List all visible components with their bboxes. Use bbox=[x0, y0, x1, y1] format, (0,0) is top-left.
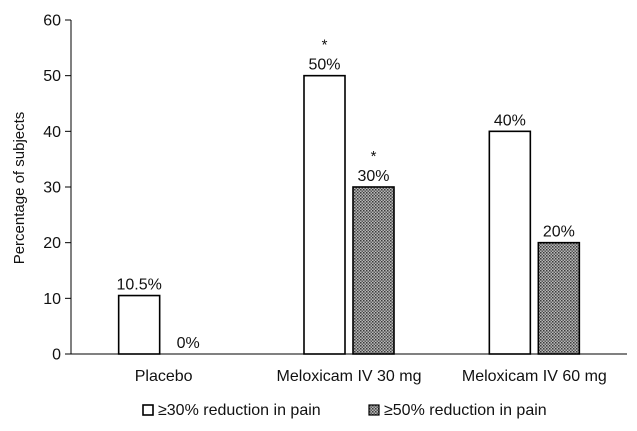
data-label-1-3: 40% bbox=[494, 112, 526, 129]
legend-label-series-2: ≥50% reduction in pain bbox=[384, 402, 547, 419]
category-label-3: Meloxicam IV 60 mg bbox=[462, 368, 607, 385]
bars bbox=[117, 74, 581, 355]
data-label-2-3: 20% bbox=[543, 224, 575, 241]
bar-1-1 bbox=[117, 294, 161, 355]
bar-1-3 bbox=[488, 130, 532, 355]
y-axis-title: Percentage of subjects bbox=[11, 112, 28, 265]
category-labels: Placebo Meloxicam IV 30 mg Meloxicam IV 60… bbox=[135, 368, 607, 385]
significance-marker-2-2: * bbox=[371, 148, 377, 165]
y-axis: 0 10 20 30 40 50 60 bbox=[43, 13, 71, 364]
y-tick-label-4: 40 bbox=[43, 124, 61, 141]
data-label-2-2: 30% bbox=[357, 168, 389, 185]
category-label-2: Meloxicam IV 30 mg bbox=[277, 368, 422, 385]
y-tick-label-5: 50 bbox=[43, 68, 61, 85]
bar-2-2 bbox=[352, 186, 395, 355]
y-tick-label-2: 20 bbox=[43, 235, 61, 252]
legend-swatch-series-2 bbox=[368, 404, 380, 416]
category-label-1: Placebo bbox=[135, 368, 193, 385]
legend-swatch-series-1 bbox=[142, 404, 154, 416]
data-label-1-2: 50% bbox=[308, 57, 340, 74]
data-labels: 10.5% 0% 50% * 30% * 40% 20% bbox=[116, 37, 574, 352]
bar-2-3 bbox=[537, 241, 581, 355]
legend-label-series-1: ≥30% reduction in pain bbox=[158, 402, 321, 419]
y-tick-label-6: 60 bbox=[43, 13, 61, 30]
data-label-2-1: 0% bbox=[177, 335, 200, 352]
y-tick-label-0: 0 bbox=[52, 347, 61, 364]
y-tick-label-3: 30 bbox=[43, 180, 61, 197]
data-label-1-1: 10.5% bbox=[116, 277, 161, 294]
bar-1-2 bbox=[303, 74, 346, 355]
legend: ≥30% reduction in pain ≥50% reduction in… bbox=[142, 402, 547, 419]
significance-marker-1-2: * bbox=[322, 37, 328, 54]
y-tick-label-1: 10 bbox=[43, 291, 61, 308]
